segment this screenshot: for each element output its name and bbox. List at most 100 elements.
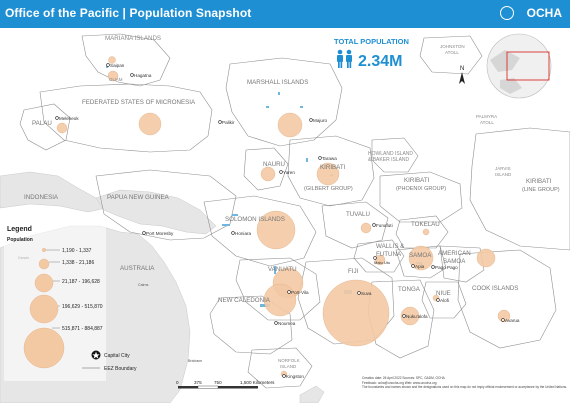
capital-label: Funafuti [376, 223, 393, 228]
region-label: TUVALU [346, 211, 370, 218]
island [232, 214, 238, 216]
eez-johnston [419, 35, 483, 75]
capital-label: Port-Vila [291, 290, 309, 295]
footer-line: Feedback: ocha@unocha.org Web: www.unoch… [362, 380, 437, 385]
region-label: (PHOENIX GROUP) [396, 186, 446, 192]
capital-marker [218, 120, 222, 124]
page-title: Office of the Pacific | Population Snaps… [5, 6, 252, 20]
legend-capital-label: Capital City [104, 353, 130, 359]
land-indonesia [0, 171, 107, 213]
region-label: ATOLL [445, 50, 459, 55]
capital-label: Nuku'alofa [406, 314, 428, 319]
region-label: JOHNSTON [440, 44, 465, 49]
capital-label: Tarawa [322, 156, 337, 161]
region-label: KIRIBATI [404, 177, 430, 184]
eez-cook [457, 249, 557, 349]
legend-bin-label: 21,187 - 196,628 [62, 279, 100, 285]
eez-fsm [39, 83, 213, 153]
eez-samoa [395, 245, 447, 279]
capital-marker [231, 231, 235, 235]
capital-marker [279, 170, 283, 174]
capital-label: Matu Utu [374, 260, 390, 265]
scale-tick: 375 [194, 380, 202, 385]
bubble-tokelau [422, 228, 430, 236]
island [278, 92, 280, 95]
footer-notes: Creation date: 26 April 2022 Sources: SP… [362, 376, 567, 390]
scale-bar: 0 375 750 1,500 Kilometers [176, 380, 275, 389]
legend-bubble-3 [34, 273, 54, 293]
region-label: FEDERATED STATES OF MICRONESIA [82, 99, 196, 106]
region-label: COOK ISLANDS [472, 285, 518, 292]
region-label: TONGA [398, 286, 421, 293]
capital-label: Port Moresby [146, 231, 174, 236]
island [106, 66, 108, 68]
capital-label: Brisbane [188, 359, 202, 363]
region-label: TOKELAU [411, 221, 440, 228]
region-label: AUSTRALIA [120, 265, 155, 272]
capital-label: Noumea [278, 321, 296, 326]
capital-marker [372, 223, 376, 227]
capital-marker [142, 231, 146, 235]
population-bubbles [56, 56, 511, 378]
bubble-fsm [138, 112, 162, 136]
bubble-solomon [256, 210, 296, 250]
region-label: AMERICAN [438, 250, 471, 257]
capital-marker [282, 374, 286, 378]
region-label: NEW CALEDONIA [218, 297, 271, 304]
region-label: WALLIS & [376, 243, 405, 250]
region-label: & BAKER ISLAND [368, 157, 410, 163]
eez-mariana [81, 33, 171, 87]
legend-bubble-1 [42, 247, 47, 252]
land-new-guinea [95, 189, 217, 235]
region-label: GUAM [109, 77, 123, 82]
bubble-tuvalu [360, 222, 372, 234]
eez-palau [19, 103, 71, 151]
island [222, 224, 230, 226]
region-label: (LINE GROUP) [522, 187, 560, 193]
capital-marker [274, 321, 278, 325]
footer-line: Creation date: 26 April 2022 Sources: SP… [362, 376, 445, 380]
total-population-label: TOTAL POPULATION [334, 37, 409, 46]
capital-label: Palikir [222, 120, 235, 125]
legend-bin-label: 1,338 - 21,186 [62, 260, 94, 266]
region-label: JARVIS [495, 166, 511, 171]
eez-kiribati-phoenix [379, 171, 463, 223]
region-label: PALAU [32, 120, 52, 127]
region-label: KIRIBATI [320, 164, 346, 171]
capital-marker [106, 63, 110, 67]
island [266, 106, 269, 108]
legend: Legend Population 1,190 - 1,337 1,338 - … [4, 221, 137, 381]
scale-tick: 0 [176, 380, 179, 385]
capital-marker [55, 116, 59, 120]
header-bar: Office of the Pacific | Population Snaps… [0, 0, 570, 28]
legend-bin-label: 1,190 - 1,337 [62, 248, 92, 254]
region-label: SAMOA [443, 258, 466, 265]
capital-marker [309, 118, 313, 122]
region-label: PALMYRA [476, 114, 497, 119]
region-label: FUTUNA [376, 251, 402, 258]
region-label: ISLAND [280, 364, 297, 369]
island [306, 158, 308, 162]
island [300, 106, 303, 108]
eez-amsamoa [439, 245, 485, 283]
locator-globe-icon [486, 33, 552, 99]
capital-marker [373, 256, 377, 260]
capital-label: Pago Pago [435, 265, 458, 270]
region-label: SOLOMON ISLANDS [225, 216, 285, 223]
legend-bin-label: 515,871 - 884,887 [62, 326, 103, 332]
eez-tokelau [395, 215, 449, 249]
capital-label: Hagatna [134, 73, 152, 78]
eez-marshall [225, 57, 343, 147]
north-arrow-icon: N [459, 66, 465, 84]
bubble-marshall [277, 112, 303, 138]
capital-label: Suva [361, 291, 372, 296]
region-label: NORFOLK [278, 358, 300, 363]
eez-vanuatu [235, 257, 321, 321]
capital-label: Cairns [138, 283, 149, 287]
bubble-kiribati [316, 162, 340, 186]
eez-kiribati-gilbert [287, 135, 375, 207]
bubble-fiji [322, 279, 390, 347]
capital-label: Alofi [440, 298, 449, 303]
